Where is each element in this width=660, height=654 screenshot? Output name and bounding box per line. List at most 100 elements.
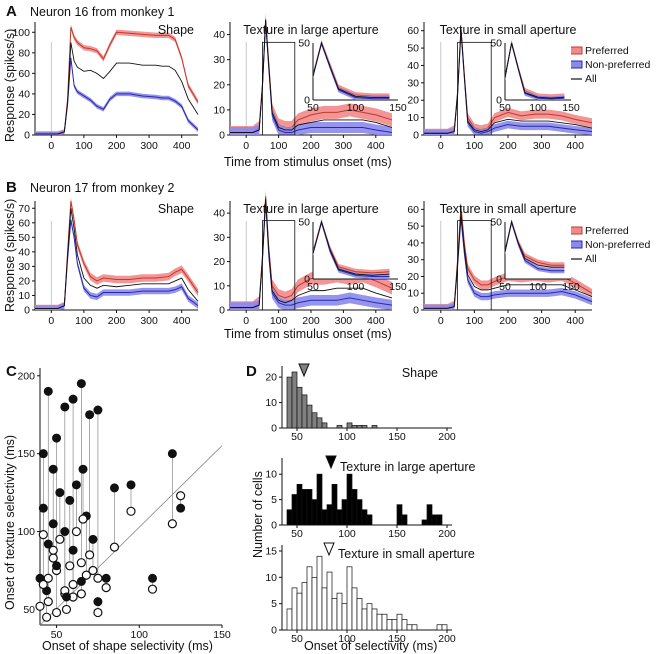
hist-d-large-bar xyxy=(351,489,358,526)
psth-a-small-ytick-label: 0 xyxy=(413,130,419,142)
psth-a-shape-ytick-label: 40 xyxy=(18,88,30,100)
hist-d-large-bar xyxy=(321,509,328,526)
hist-d-shape-ytick-label: 20 xyxy=(265,372,277,384)
hist-d-small-xtick-label: 150 xyxy=(388,633,406,645)
c-ytick-label: 100 xyxy=(17,526,35,538)
psth-a-large-inset-xtick-label: 50 xyxy=(307,102,319,114)
c-point-large-aperture xyxy=(68,394,78,404)
c-point-large-aperture xyxy=(48,464,58,474)
psth-b-small-xtick-label: 200 xyxy=(499,315,517,327)
psth-b-small-xtick-label: 100 xyxy=(466,315,484,327)
psth-a-large-inset-bg xyxy=(313,43,398,100)
hist-d-small-bar xyxy=(366,603,373,631)
c-point-large-aperture xyxy=(65,495,75,505)
c-point-small-aperture xyxy=(93,607,103,618)
hist-d-small-bar xyxy=(296,592,303,631)
psth-b-large-preferred-band xyxy=(230,189,392,310)
c-point-small-aperture xyxy=(42,612,52,622)
psth-a-large-inset-all-line xyxy=(312,41,390,98)
psth-b-shape-xtick-label: 100 xyxy=(75,315,93,327)
c-ylabel: Onset of texture selectivity (ms) xyxy=(3,435,17,610)
hist-d-large-bar xyxy=(341,499,348,526)
hist-d-small-bar xyxy=(401,619,408,631)
psth-a-shape-xtick-label: 300 xyxy=(140,140,158,152)
c-point-small-aperture xyxy=(38,530,48,540)
hist-d-large-bar xyxy=(296,483,303,526)
c-xlabel: Onset of shape selectivity (ms) xyxy=(42,639,213,653)
psth-b-small-inset-all-line xyxy=(504,220,565,268)
c-point-large-aperture xyxy=(176,503,186,513)
panel-letter-c: C xyxy=(6,363,17,380)
hist-d-large-title: Texture in large aperture xyxy=(340,460,476,474)
hist-d-small-bar xyxy=(326,571,333,631)
c-point-large-aperture xyxy=(109,483,119,493)
c-ytick-label: 50 xyxy=(23,604,35,616)
c-point-large-aperture xyxy=(52,433,62,443)
c-point-small-aperture xyxy=(109,542,120,552)
psth-a-shape-xtick-label: 400 xyxy=(173,140,191,152)
psth-b-shape-xtick-label: 200 xyxy=(108,315,126,327)
psth-b-small-all-line xyxy=(424,212,593,309)
psth-a-large-xtick-label: 200 xyxy=(302,140,320,152)
hist-d-small-xtick-label: 50 xyxy=(291,633,303,645)
psth-b-large-ytick-label: 10 xyxy=(213,280,225,292)
hist-d-shape-xtick-label: 50 xyxy=(291,431,303,443)
psth-b-small-inset-ytick-label: 0 xyxy=(496,274,502,286)
hist-d-small-ytick-label: 5 xyxy=(271,598,277,610)
hist-d-shape-xtick-label: 100 xyxy=(338,431,356,443)
c-point-small-aperture xyxy=(167,519,177,529)
c-point-small-aperture xyxy=(68,579,78,590)
psth-b-large-ytick-label: 0 xyxy=(219,305,225,317)
c-point-small-aperture xyxy=(88,565,98,576)
hist-d-large-bar xyxy=(421,519,428,526)
hist-d-small-bar xyxy=(441,624,448,631)
psth-b-shape-xtick-label: 0 xyxy=(48,315,54,327)
psth-a-small-all-line xyxy=(424,28,593,134)
hist-d-large-bar xyxy=(431,514,438,526)
legend-a: Preferred Non-preferred All xyxy=(567,45,651,85)
c-point-large-aperture xyxy=(38,503,48,513)
psth-a-large-inset-ytick-label: 0 xyxy=(304,95,310,107)
psth-b-small-zoom-box xyxy=(457,220,492,311)
c-point-small-aperture xyxy=(65,561,75,571)
c-point-large-aperture xyxy=(71,480,81,490)
c-point-large-aperture xyxy=(93,405,103,415)
hist-d-small-bar xyxy=(306,566,313,631)
c-point-large-aperture xyxy=(68,545,78,555)
psth-a-shape-ytick-label: 20 xyxy=(18,109,30,121)
psth-b-shape-ytick-label: 50 xyxy=(18,232,30,244)
c-point-small-aperture xyxy=(55,534,65,544)
c-point-large-aperture xyxy=(38,449,48,459)
psth-b-small: 0 10 20 30 40 50 60 0 100 200 300 400 Texture in sma… xyxy=(407,201,593,327)
psth-b-shape-xtick-label: 300 xyxy=(140,315,158,327)
c-point-small-aperture xyxy=(85,550,95,560)
hist-d-shape-bar xyxy=(286,376,293,429)
c-xtick-label: 50 xyxy=(51,629,63,641)
psth-a-shape-ytick-label: 60 xyxy=(18,68,30,80)
psth-b-small-xtick-label: 300 xyxy=(533,315,551,327)
psth-a-small-ytick-label: 10 xyxy=(407,112,419,124)
hist-d-large-ytick-label: 0 xyxy=(271,520,277,532)
psth-b-large-ytick-label: 40 xyxy=(213,208,225,220)
hist-d-large-xtick-label: 100 xyxy=(338,528,356,540)
c-point-small-aperture xyxy=(35,601,45,611)
c-point-large-aperture xyxy=(60,402,70,412)
c-xtick-label: 100 xyxy=(131,629,149,641)
psth-a-shape-nonpreferred-band xyxy=(35,55,198,135)
psth-b-large-inset-all-line xyxy=(312,220,390,276)
psth-b-shape-ytick-label: 60 xyxy=(18,217,30,229)
c-point-small-aperture xyxy=(93,573,103,583)
psth-a-small-inset-xtick-label: 100 xyxy=(529,102,547,114)
hist-d-large-bar xyxy=(306,489,313,526)
psth-a-shape-xtick-label: 100 xyxy=(75,140,93,152)
psth-a-shape-preferred-band xyxy=(35,24,198,135)
c-point-small-aperture xyxy=(61,604,72,615)
hist-d-small-bar xyxy=(386,619,393,631)
hist-d-small-title: Texture in small aperture xyxy=(338,547,475,561)
psth-b-small-nonpreferred-band xyxy=(424,214,592,310)
psth-b-large-ytick-label: 20 xyxy=(213,256,225,268)
